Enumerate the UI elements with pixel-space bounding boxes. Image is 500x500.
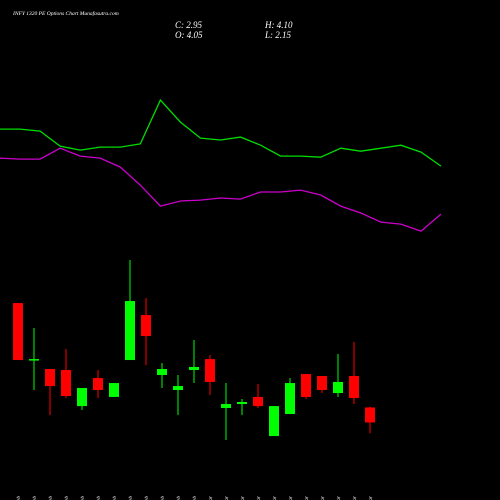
candle-body [141, 315, 151, 337]
candle-body [61, 369, 71, 396]
x-tick-label: 24 Feb [143, 496, 150, 500]
candle-body [349, 375, 359, 399]
x-tick-label: 18 Feb [80, 496, 86, 500]
candle-body [333, 381, 343, 394]
candle-body [13, 303, 23, 361]
candle-body [301, 374, 311, 397]
candle-body [173, 386, 183, 391]
x-tick-label: 28 Feb [192, 496, 198, 500]
candle-body [253, 396, 263, 407]
candle-body [221, 404, 231, 408]
candle-body [237, 401, 247, 405]
x-tick-label: 13 Feb [32, 496, 38, 500]
x-tick-label: 17 Mar [352, 495, 358, 500]
candle-body [365, 407, 375, 423]
candle-body [125, 301, 135, 361]
x-tick-label: 21 Feb [128, 496, 134, 500]
info-low: L: 2.15 [264, 30, 292, 40]
x-tick-label: 03 Mar [208, 495, 214, 500]
x-tick-label: 12 Mar [320, 495, 326, 500]
x-tick-label: 05 Mar [240, 495, 246, 500]
candle-body [93, 378, 103, 391]
x-tick-label: 07 Mar [272, 495, 278, 500]
info-close: C: 2.95 [175, 20, 203, 30]
indicator-line [0, 147, 442, 232]
x-tick-label: 11 Mar [304, 495, 310, 500]
x-tick-label: 25 Feb [160, 496, 166, 500]
candle-body [189, 366, 199, 370]
x-tick-label: 27 Feb [176, 496, 182, 500]
x-tick-label: 20 Feb [112, 496, 118, 500]
candle-body [45, 369, 55, 387]
chart-title: INFY 1320 PE Options Chart Munafasutra.c… [12, 10, 119, 17]
candle-body [157, 369, 167, 376]
candle-body [317, 375, 327, 391]
x-tick-label: 10 Mar [288, 495, 294, 500]
x-tick-label: 12 Feb [16, 496, 22, 500]
x-tick-label: 13 Mar [336, 495, 342, 500]
x-tick-label: 06 Mar [256, 495, 262, 500]
x-tick-label: 17 Feb [64, 496, 70, 500]
indicator-line [0, 98, 442, 167]
x-tick-label: 14 Feb [47, 496, 54, 500]
info-open: O: 4.05 [175, 30, 203, 40]
x-tick-label: 19 Feb [96, 496, 102, 500]
info-high: H: 4.10 [264, 20, 293, 30]
candle-body [285, 383, 295, 414]
candle-body [205, 359, 215, 382]
x-tick-label: 18 Mar [368, 495, 374, 500]
candle-body [269, 406, 279, 437]
x-tick-label: 04 Mar [223, 495, 230, 500]
candle-body [109, 383, 119, 397]
candle-body [29, 359, 39, 361]
candle-body [77, 387, 87, 407]
